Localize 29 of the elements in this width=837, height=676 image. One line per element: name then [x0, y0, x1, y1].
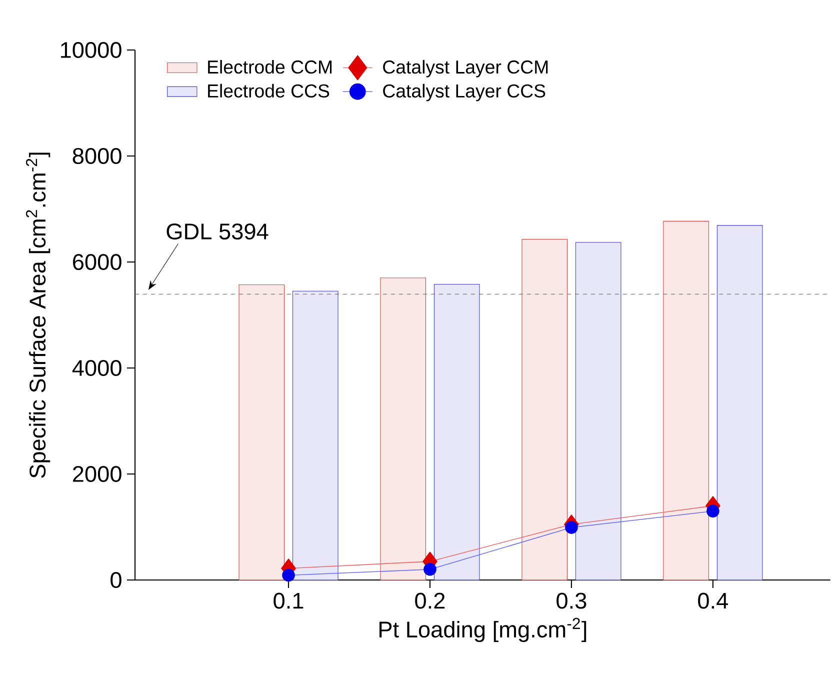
x-tick-label: 0.2	[415, 592, 445, 609]
y-tick-label: 0	[110, 572, 122, 588]
point	[565, 521, 578, 534]
ref-line-label: GDL 5394	[166, 223, 268, 240]
y-tick-label: 4000	[72, 360, 122, 376]
bar	[575, 242, 622, 580]
point	[706, 504, 720, 518]
legend-label: Electrode CCM	[208, 60, 332, 74]
bar	[522, 238, 568, 580]
x-axis-title: Pt Loading [mg.cm$^{-2}$]	[380, 618, 586, 642]
point	[282, 568, 295, 582]
y-tick-label: 2000	[73, 466, 122, 482]
bar	[434, 284, 480, 580]
y-tick-label: 6000	[73, 254, 122, 270]
legend-label: Electrode CCS	[208, 84, 330, 98]
bar	[238, 284, 285, 580]
y-axis-title: Specific Surface Area [cm$^{2}$.cm$^{-2}$]	[26, 152, 50, 478]
bar	[663, 220, 709, 580]
bar	[380, 278, 426, 580]
y-tick-label: 8000	[72, 148, 122, 164]
bar	[292, 290, 338, 580]
point	[424, 563, 436, 576]
y-tick-label: 10000	[61, 42, 122, 58]
x-tick-label: 0.1	[274, 592, 304, 609]
bar	[716, 225, 763, 580]
x-tick-label: 0.3	[556, 592, 586, 609]
legend-label: Catalyst Layer CCS	[383, 84, 546, 102]
legend-label: Catalyst Layer CCM	[383, 60, 548, 78]
x-tick-label: 0.4	[698, 592, 728, 609]
